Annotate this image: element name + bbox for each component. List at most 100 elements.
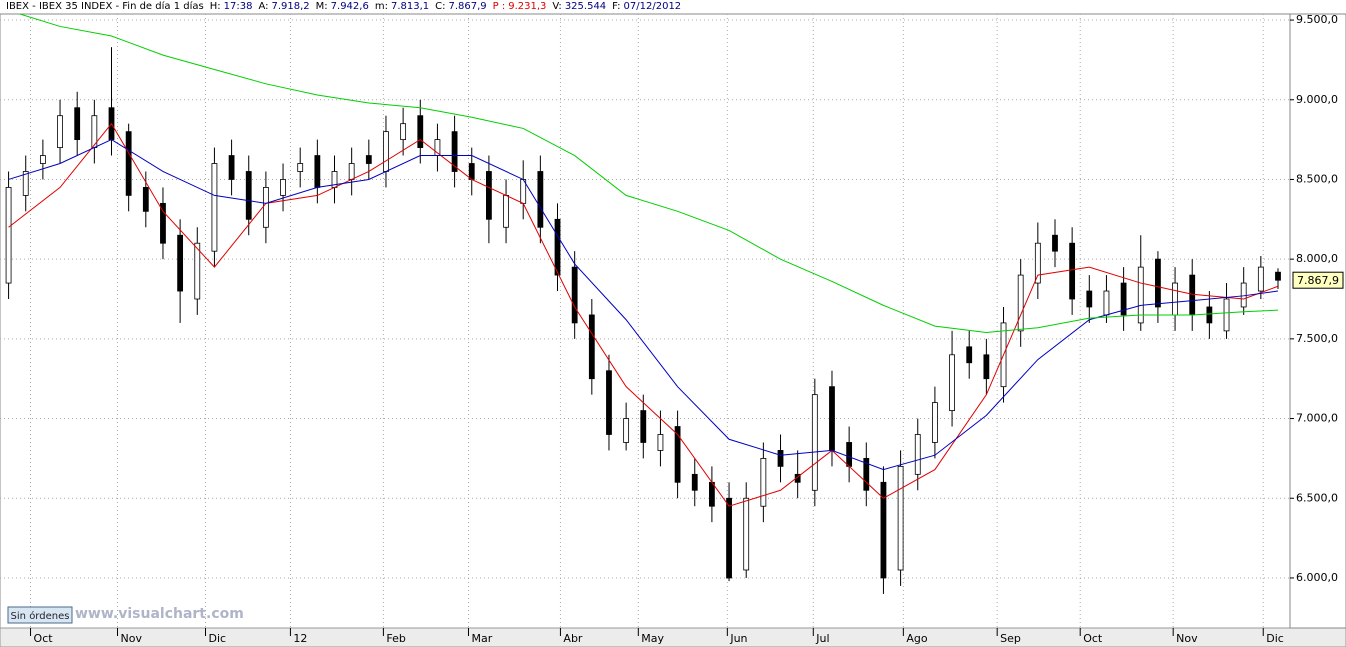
candle-body xyxy=(1017,274,1024,332)
moving-average-line xyxy=(8,139,1279,471)
candle-body xyxy=(228,155,235,180)
header-value: 17:38 xyxy=(223,1,253,12)
candle-body xyxy=(417,115,424,148)
last-price-label: 7.867,9 xyxy=(1297,274,1339,287)
candle-body xyxy=(811,394,818,491)
candle-body xyxy=(1275,271,1281,281)
orders-button[interactable] xyxy=(7,606,73,624)
header-label: A: xyxy=(258,1,269,12)
candle-body xyxy=(1052,234,1058,252)
header-value: 325.544 xyxy=(564,1,607,12)
y-axis-band xyxy=(1289,13,1346,629)
candle-body xyxy=(932,402,938,443)
candle-body xyxy=(726,497,732,579)
candle-body xyxy=(829,386,835,451)
candle-body xyxy=(571,266,578,324)
y-tick-label: 7.500,0 xyxy=(1296,332,1338,345)
y-tick-label: 8.000,0 xyxy=(1296,252,1338,265)
candle-body xyxy=(588,314,595,380)
candle-body xyxy=(1103,290,1110,316)
header-label: F: xyxy=(612,1,621,12)
candle-body xyxy=(743,497,750,571)
header-value: 7.918,2 xyxy=(271,1,310,12)
header-label: m: xyxy=(374,1,388,12)
candle-body xyxy=(863,458,870,491)
candle-body xyxy=(365,155,372,164)
x-tick-label: Dic xyxy=(209,632,227,645)
candle-body xyxy=(280,179,286,196)
candle-body xyxy=(262,187,269,228)
candle-body xyxy=(554,218,561,276)
candle-body xyxy=(400,123,407,141)
moving-average-line xyxy=(18,14,1279,333)
candle-body xyxy=(451,131,458,172)
candle-body xyxy=(1155,258,1161,308)
candle-body xyxy=(640,410,647,443)
candle-body xyxy=(1223,298,1230,332)
header-item: M: 7.942,6 xyxy=(316,1,369,12)
candle-body xyxy=(846,442,853,467)
header-label: M: xyxy=(315,1,328,12)
x-tick-label: Ago xyxy=(906,632,928,645)
candle-body xyxy=(383,131,389,172)
header-item: A: 7.918,2 xyxy=(258,1,309,12)
header-label: V: xyxy=(552,1,562,12)
orders-button-label[interactable]: Sin órdenes xyxy=(11,610,70,622)
candle-body xyxy=(949,354,955,411)
candle-body xyxy=(348,163,355,180)
x-tick-label: 12 xyxy=(293,632,307,645)
y-tick-label: 7.000,0 xyxy=(1296,412,1338,425)
candle-body xyxy=(125,131,132,196)
x-tick-label: Sep xyxy=(1000,632,1021,645)
candle-body xyxy=(1240,282,1247,308)
header-value: 9.231,3 xyxy=(508,1,547,12)
y-tick-label: 9.500,0 xyxy=(1296,13,1338,26)
x-tick-label: Feb xyxy=(386,632,405,645)
candle-body xyxy=(537,171,544,228)
header-label: P : xyxy=(492,1,506,12)
x-tick-label: Dic xyxy=(1266,632,1284,645)
x-tick-label: Jul xyxy=(815,632,829,645)
y-tick-label: 6.500,0 xyxy=(1296,491,1338,504)
candle-body xyxy=(57,115,63,148)
candle-body xyxy=(1189,274,1196,316)
candle-body xyxy=(966,346,973,364)
candle-body xyxy=(1086,290,1093,308)
candle-body xyxy=(39,155,46,164)
x-tick-label: Nov xyxy=(121,632,143,645)
x-tick-label: Oct xyxy=(1083,632,1103,645)
header-item: m: 7.813,1 xyxy=(375,1,429,12)
candle-body xyxy=(1172,282,1178,316)
x-tick-label: Abr xyxy=(563,632,583,645)
header-value: 07/12/2012 xyxy=(623,1,682,12)
candle-body xyxy=(709,481,715,507)
candle-body xyxy=(160,202,166,244)
y-tick-label: 8.500,0 xyxy=(1296,172,1338,185)
candle-body xyxy=(74,107,81,141)
candle-body xyxy=(245,171,252,220)
candle-body xyxy=(777,450,784,467)
moving-average-line xyxy=(8,122,1279,507)
x-tick-label: Nov xyxy=(1176,632,1198,645)
header-item: C: 7.867,9 xyxy=(435,1,487,12)
plot-area xyxy=(0,13,1291,629)
candle-body xyxy=(1120,282,1127,316)
candle-body xyxy=(211,163,218,252)
candle-body xyxy=(760,458,767,507)
candle-body xyxy=(5,187,12,284)
candle-body xyxy=(1069,242,1076,300)
candle-body xyxy=(1137,266,1144,324)
candle-body xyxy=(177,234,184,292)
candle-body xyxy=(606,370,612,435)
candle-body xyxy=(1034,242,1041,284)
candle-body xyxy=(1206,306,1213,324)
y-tick-label: 6.000,0 xyxy=(1296,571,1338,584)
candle-body xyxy=(914,434,921,475)
header-label: C: xyxy=(435,1,446,12)
header-value: 7.867,9 xyxy=(448,1,487,12)
header-item: V: 325.544 xyxy=(552,1,606,12)
x-tick-label: Mar xyxy=(471,632,492,645)
candle-body xyxy=(142,187,149,212)
header-item: H: 17:38 xyxy=(210,1,253,12)
